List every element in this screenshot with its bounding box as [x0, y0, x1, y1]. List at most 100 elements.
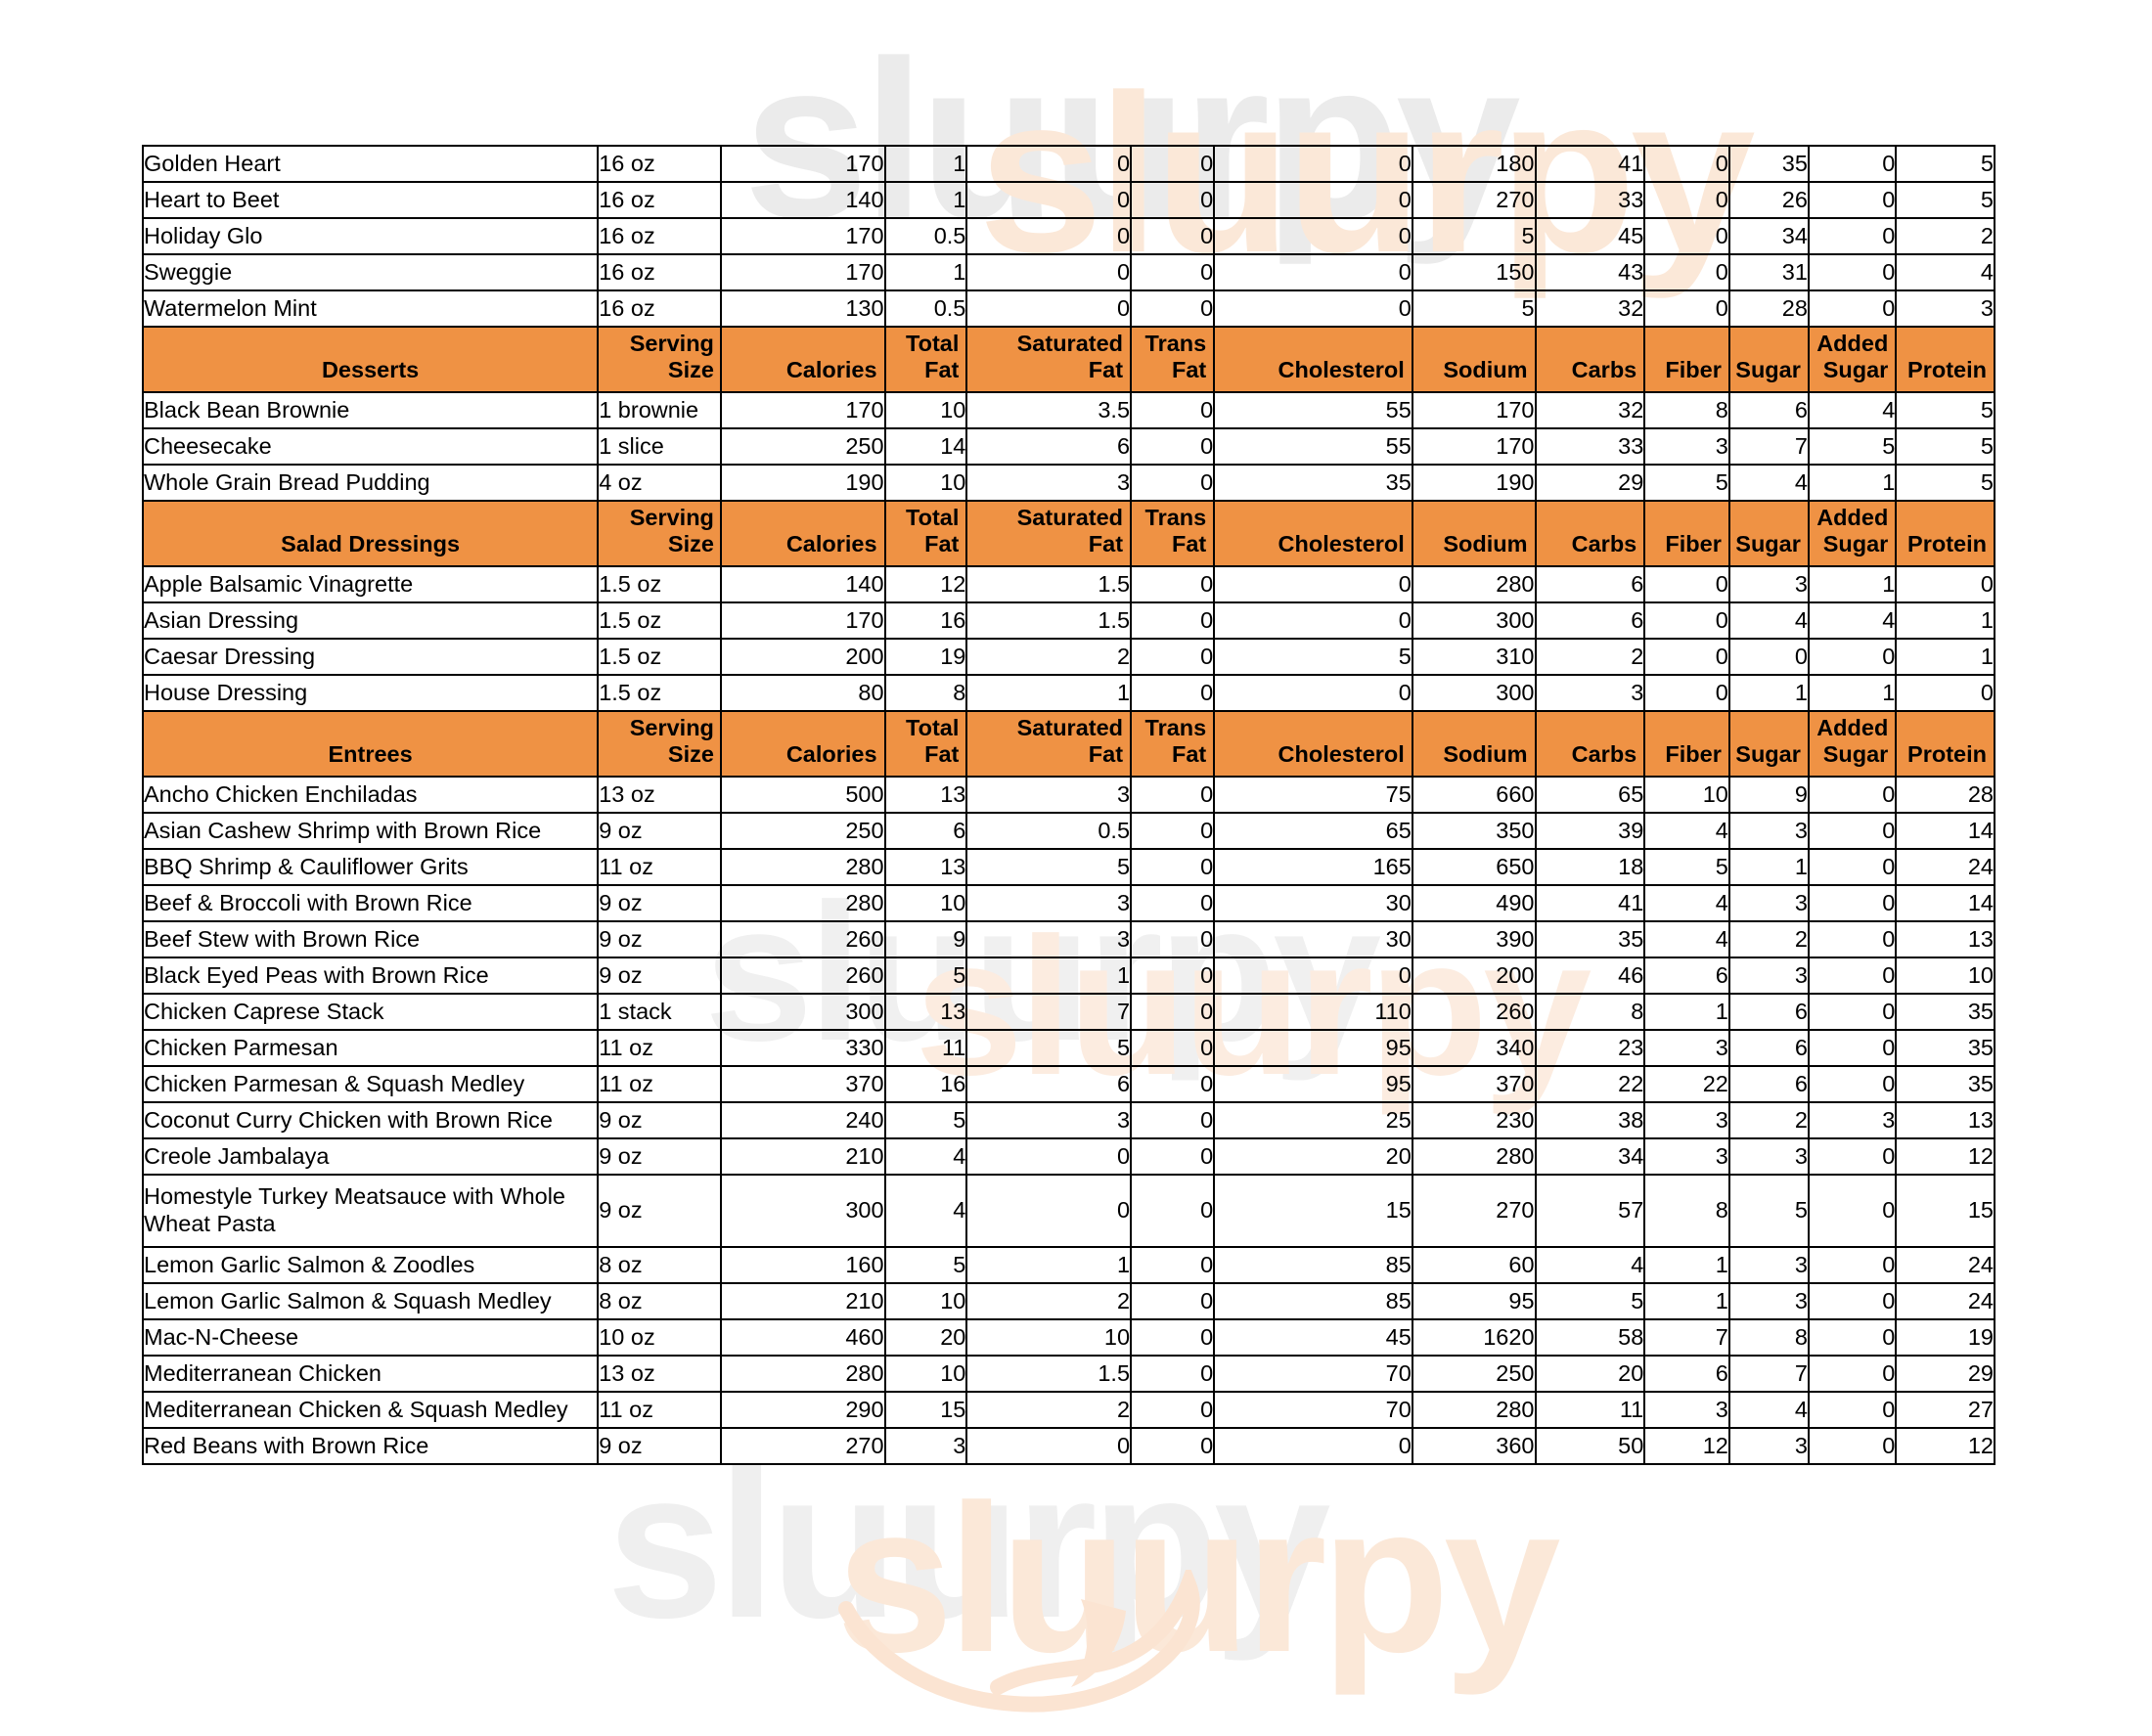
calories-cell: 170	[719, 253, 886, 291]
calories-cell: 330	[719, 1029, 886, 1067]
calories-cell: 260	[719, 920, 886, 958]
column-header: Fiber	[1643, 710, 1730, 778]
item-name: Chicken Parmesan & Squash Medley	[141, 1065, 600, 1103]
cholesterol-cell: 110	[1213, 993, 1413, 1031]
serving-size-cell: 8 oz	[597, 1282, 722, 1320]
trans-fat-cell: 0	[1130, 217, 1216, 255]
saturated-fat-cell: 1	[965, 1246, 1133, 1284]
column-header: Sugar	[1727, 710, 1810, 778]
serving-size-cell: 11 oz	[597, 1065, 722, 1103]
table-row: Asian Dressing 1.5 oz 170 16 1.5 0 0 300 6 0 4 4 1	[141, 601, 1995, 640]
column-header: Carbs	[1534, 500, 1646, 567]
saturated-fat-cell: 0	[965, 1174, 1133, 1248]
trans-fat-cell: 0	[1130, 638, 1216, 676]
total-fat-cell: 10	[883, 1355, 968, 1393]
item-name: Mediterranean Chicken	[141, 1355, 600, 1393]
serving-size-cell: 11 oz	[597, 1391, 722, 1429]
fiber-cell: 12	[1643, 1427, 1730, 1465]
sodium-cell: 260	[1411, 993, 1537, 1031]
protein-cell: 1	[1895, 638, 1995, 676]
carbs-cell: 45	[1534, 217, 1646, 255]
protein-cell: 4	[1895, 253, 1995, 291]
fiber-cell: 1	[1643, 1246, 1730, 1284]
column-header: Total Fat	[883, 326, 968, 393]
added-sugar-cell: 0	[1807, 884, 1898, 922]
item-name: Mac-N-Cheese	[141, 1318, 600, 1357]
calories-cell: 370	[719, 1065, 886, 1103]
saturated-fat-cell: 0	[965, 181, 1133, 219]
sugar-cell: 4	[1727, 1391, 1810, 1429]
added-sugar-cell: 0	[1807, 1029, 1898, 1067]
table-row: Sweggie 16 oz 170 1 0 0 0 150 43 0 31 0 4	[141, 253, 1995, 291]
item-name: Cheesecake	[141, 427, 600, 466]
column-header: Sodium	[1411, 326, 1537, 393]
protein-cell: 28	[1895, 776, 1995, 814]
fiber-cell: 10	[1643, 776, 1730, 814]
sugar-cell: 34	[1727, 217, 1810, 255]
cholesterol-cell: 5	[1213, 638, 1413, 676]
added-sugar-cell: 0	[1807, 1427, 1898, 1465]
section-title: Entrees	[141, 710, 600, 778]
protein-cell: 35	[1895, 1029, 1995, 1067]
fiber-cell: 1	[1643, 993, 1730, 1031]
sodium-cell: 150	[1411, 253, 1537, 291]
calories-cell: 270	[719, 1427, 886, 1465]
item-name: Apple Balsamic Vinagrette	[141, 565, 600, 603]
sodium-cell: 300	[1411, 601, 1537, 640]
total-fat-cell: 6	[883, 812, 968, 850]
column-header: Carbs	[1534, 710, 1646, 778]
trans-fat-cell: 0	[1130, 1246, 1216, 1284]
serving-size-cell: 16 oz	[597, 181, 722, 219]
sugar-cell: 3	[1727, 1282, 1810, 1320]
saturated-fat-cell: 5	[965, 848, 1133, 886]
item-name: Heart to Beet	[141, 181, 600, 219]
sodium-cell: 350	[1411, 812, 1537, 850]
carbs-cell: 11	[1534, 1391, 1646, 1429]
sugar-cell: 28	[1727, 289, 1810, 328]
fiber-cell: 0	[1643, 181, 1730, 219]
sodium-cell: 250	[1411, 1355, 1537, 1393]
column-header: Fiber	[1643, 326, 1730, 393]
sugar-cell: 3	[1727, 1246, 1810, 1284]
table-row: Apple Balsamic Vinagrette 1.5 oz 140 12 1.5 0…	[141, 565, 1995, 603]
sugar-cell: 3	[1727, 957, 1810, 995]
calories-cell: 170	[719, 217, 886, 255]
column-header: Cholesterol	[1213, 710, 1413, 778]
fiber-cell: 5	[1643, 464, 1730, 502]
serving-size-cell: 16 oz	[597, 217, 722, 255]
item-name: Homestyle Turkey Meatsauce with Whole Wh…	[141, 1174, 600, 1248]
cholesterol-cell: 55	[1213, 391, 1413, 429]
sugar-cell: 35	[1727, 145, 1810, 183]
protein-cell: 19	[1895, 1318, 1995, 1357]
column-header: Added Sugar	[1807, 500, 1898, 567]
saturated-fat-cell: 7	[965, 993, 1133, 1031]
cholesterol-cell: 0	[1213, 145, 1413, 183]
sodium-cell: 180	[1411, 145, 1537, 183]
carbs-cell: 20	[1534, 1355, 1646, 1393]
trans-fat-cell: 0	[1130, 920, 1216, 958]
carbs-cell: 3	[1534, 674, 1646, 712]
saturated-fat-cell: 1	[965, 957, 1133, 995]
calories-cell: 260	[719, 957, 886, 995]
table-row: Coconut Curry Chicken with Brown Rice 9 o…	[141, 1101, 1995, 1139]
serving-size-cell: 4 oz	[597, 464, 722, 502]
sodium-cell: 360	[1411, 1427, 1537, 1465]
fiber-cell: 4	[1643, 812, 1730, 850]
cholesterol-cell: 35	[1213, 464, 1413, 502]
trans-fat-cell: 0	[1130, 957, 1216, 995]
added-sugar-cell: 0	[1807, 253, 1898, 291]
carbs-cell: 41	[1534, 884, 1646, 922]
table-row: Beef & Broccoli with Brown Rice 9 oz 280 10…	[141, 884, 1995, 922]
cholesterol-cell: 15	[1213, 1174, 1413, 1248]
fiber-cell: 4	[1643, 920, 1730, 958]
total-fat-cell: 1	[883, 253, 968, 291]
trans-fat-cell: 0	[1130, 848, 1216, 886]
serving-size-cell: 1.5 oz	[597, 565, 722, 603]
protein-cell: 12	[1895, 1137, 1995, 1176]
sodium-cell: 170	[1411, 427, 1537, 466]
total-fat-cell: 19	[883, 638, 968, 676]
table-row: Homestyle Turkey Meatsauce with Whole Wh…	[141, 1174, 1995, 1248]
sodium-cell: 5	[1411, 217, 1537, 255]
item-name: Beef Stew with Brown Rice	[141, 920, 600, 958]
sugar-cell: 3	[1727, 812, 1810, 850]
